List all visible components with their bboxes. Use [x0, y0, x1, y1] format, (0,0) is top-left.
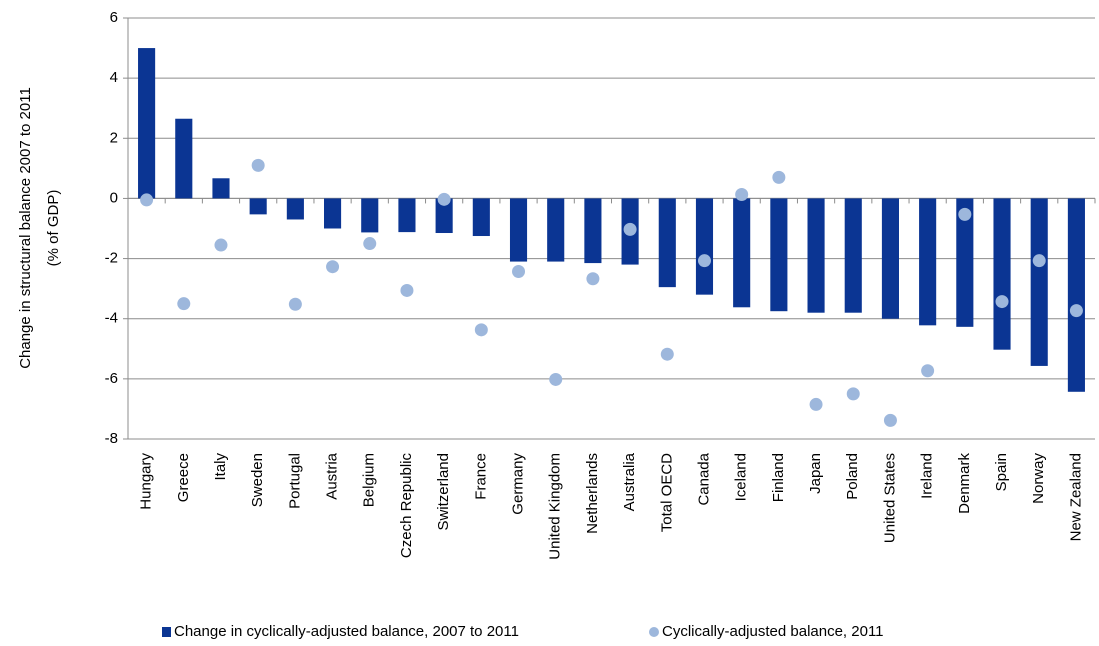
dot — [735, 188, 749, 202]
dot — [251, 158, 265, 172]
dot — [512, 265, 526, 279]
x-tick-label: Spain — [993, 453, 1010, 491]
x-tick-label: Germany — [509, 453, 526, 515]
bar — [919, 198, 937, 326]
x-tick-label: United Kingdom — [547, 453, 564, 560]
bar — [1067, 198, 1085, 392]
bar — [993, 198, 1011, 350]
x-tick-label: Japan — [807, 453, 824, 494]
bar — [175, 118, 193, 199]
y-tick-label: -8 — [105, 430, 118, 447]
legend-label: Change in cyclically-adjusted balance, 2… — [174, 623, 519, 640]
x-tick-label: Czech Republic — [398, 453, 415, 559]
dot — [660, 347, 674, 361]
x-tick-label: Austria — [324, 452, 341, 499]
x-tick-label: Total OECD — [658, 453, 675, 532]
dot — [846, 387, 860, 401]
bar — [695, 198, 714, 295]
dot — [623, 222, 637, 236]
x-tick-label: Portugal — [286, 453, 303, 509]
bar — [398, 198, 416, 233]
bar — [286, 198, 304, 220]
dot — [1069, 304, 1083, 318]
bar — [807, 198, 825, 313]
bar — [509, 198, 528, 262]
dot — [437, 192, 451, 206]
y-axis-title: Change in structural balance 2007 to 201… — [17, 87, 62, 369]
bar — [956, 198, 974, 327]
bar — [138, 48, 156, 199]
legend-label: Cyclically-adjusted balance, 2011 — [662, 623, 884, 640]
dot — [697, 254, 711, 268]
y-tick-label: 0 — [110, 189, 118, 206]
y-axis-title-line: (% of GDP) — [45, 190, 62, 267]
bar — [658, 198, 676, 288]
x-tick-label: Iceland — [733, 453, 750, 501]
x-tick-label: Switzerland — [435, 453, 452, 531]
dot — [140, 193, 154, 207]
dot — [1032, 254, 1046, 268]
dot — [958, 207, 972, 221]
y-tick-label: -2 — [105, 250, 118, 267]
bar — [249, 198, 267, 215]
dot — [363, 237, 377, 251]
dot — [177, 297, 191, 311]
x-tick-label: Italy — [212, 453, 229, 481]
bar — [472, 198, 490, 237]
x-tick-label: Sweden — [249, 453, 266, 507]
bar — [844, 198, 862, 313]
dot — [883, 413, 897, 427]
y-tick-label: 4 — [110, 69, 118, 86]
bar — [881, 198, 899, 319]
x-tick-label: Australia — [621, 452, 638, 511]
dot — [474, 323, 488, 337]
dot — [214, 238, 228, 252]
dot — [400, 283, 414, 297]
x-tick-label: Finland — [770, 453, 787, 502]
y-axis-title-line: Change in structural balance 2007 to 201… — [17, 87, 34, 369]
y-tick-label: -4 — [105, 310, 118, 327]
bar — [212, 178, 230, 199]
x-tick-label: Ireland — [919, 453, 936, 499]
dot — [809, 397, 823, 411]
y-tick-label: 2 — [110, 129, 118, 146]
bar — [733, 198, 751, 308]
dot — [326, 260, 340, 274]
x-tick-label: Poland — [844, 453, 861, 500]
dot — [586, 272, 600, 286]
bar — [547, 198, 565, 262]
bar — [1030, 198, 1048, 366]
x-tick-label: Belgium — [361, 453, 378, 507]
x-tick-label: Canada — [695, 452, 712, 505]
dot — [549, 372, 563, 386]
x-tick-label: Norway — [1030, 453, 1047, 504]
x-tick-label: United States — [881, 453, 898, 543]
dot — [995, 295, 1009, 309]
x-tick-label: Netherlands — [584, 453, 601, 534]
y-tick-label: -6 — [105, 370, 118, 387]
dot — [921, 364, 935, 378]
legend-swatch — [162, 627, 171, 637]
bar — [361, 198, 379, 233]
y-tick-label: 6 — [110, 9, 118, 26]
x-tick-label: Denmark — [956, 453, 973, 514]
x-tick-label: New Zealand — [1067, 453, 1084, 541]
dot — [772, 170, 786, 184]
bar — [324, 198, 342, 229]
bar — [435, 198, 453, 234]
dot — [288, 297, 302, 311]
bar — [770, 198, 788, 312]
x-tick-label: Greece — [175, 453, 192, 502]
x-tick-label: Hungary — [138, 453, 155, 510]
x-tick-label: France — [472, 453, 489, 500]
bar — [584, 198, 602, 264]
legend-swatch — [649, 627, 659, 637]
